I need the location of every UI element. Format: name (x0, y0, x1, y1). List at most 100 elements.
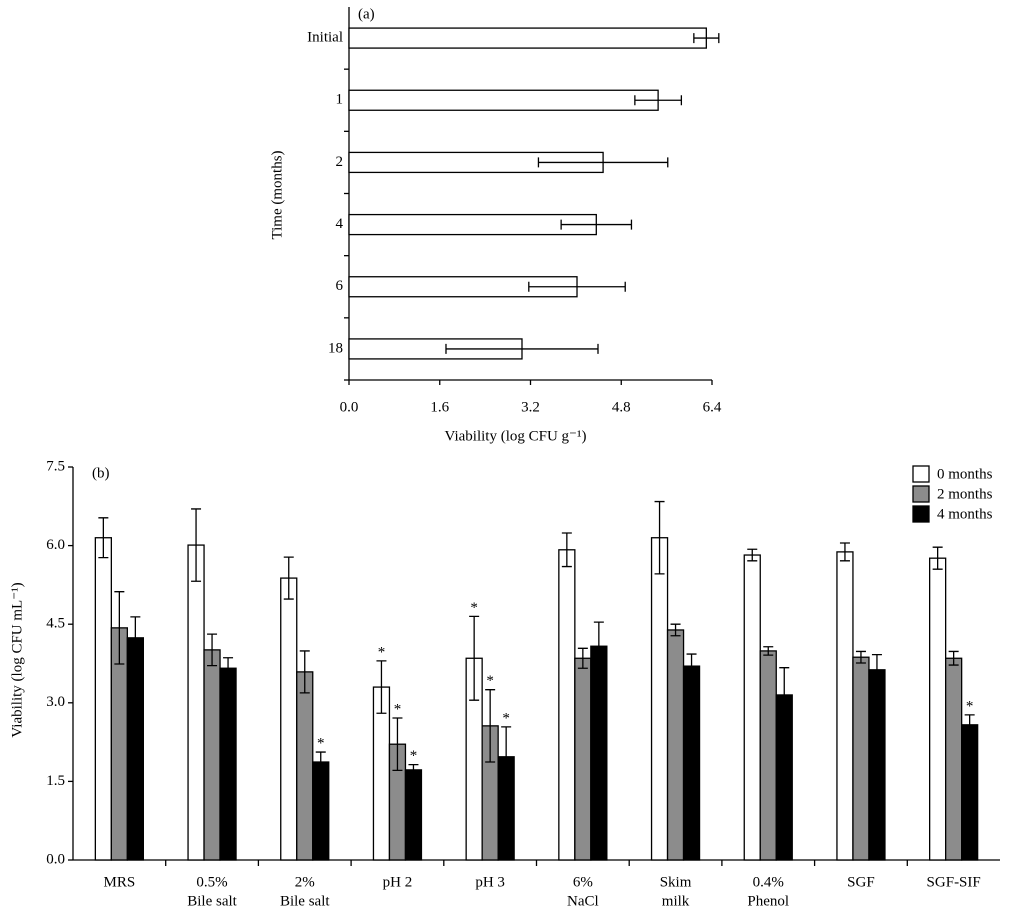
error-bar (98, 517, 109, 559)
error-bar (537, 157, 669, 168)
bar (682, 665, 701, 861)
error-bar (964, 714, 975, 736)
legend-label: 0 months (937, 466, 993, 482)
x-tick-label: SGF (847, 874, 875, 890)
x-tick-label: 0.5% (196, 874, 227, 890)
bar (743, 554, 761, 861)
y-tick-label: 7.5 (46, 458, 65, 474)
y-tick-label: 2 (336, 154, 344, 170)
error-bar (948, 650, 959, 666)
significance-mark: * (470, 600, 478, 616)
x-tick-label: SGF-SIF (927, 874, 981, 890)
x-tick-label: 1.6 (430, 399, 449, 415)
legend-swatch (912, 505, 930, 523)
x-tick-label: 0.0 (340, 399, 359, 415)
error-bar (445, 343, 599, 354)
x-tick-label: milk (662, 893, 690, 909)
error-bar (763, 646, 774, 656)
bar (868, 669, 886, 861)
error-bar (577, 647, 588, 669)
bar (961, 724, 979, 861)
error-bar (686, 653, 697, 679)
error-bar (561, 532, 572, 568)
x-axis-label: Viability (log CFU g⁻¹) (445, 428, 587, 444)
x-tick-label: pH 3 (475, 874, 505, 890)
error-bar (670, 623, 681, 637)
significance-mark: * (410, 748, 418, 764)
legend-swatch (912, 465, 930, 483)
y-axis-label: Time (months) (269, 150, 285, 239)
error-bar (593, 621, 604, 671)
bar (574, 657, 592, 861)
error-bar (839, 542, 850, 562)
y-tick-label: 4.5 (46, 616, 65, 632)
bar (348, 89, 659, 111)
error-bar (283, 556, 294, 600)
x-tick-label: 2% (295, 874, 315, 890)
bar (348, 27, 707, 49)
error-bar (485, 689, 496, 763)
error-bar (315, 751, 326, 773)
error-bar (207, 633, 218, 667)
x-tick-label: NaCl (567, 893, 599, 909)
x-tick-label: 6% (573, 874, 593, 890)
bar (348, 213, 597, 236)
significance-mark: * (394, 701, 402, 717)
error-bar (299, 650, 310, 694)
x-tick-label: Skim (660, 874, 692, 890)
y-tick-label: 6.0 (46, 537, 65, 553)
bar (126, 637, 144, 861)
error-bar (408, 763, 419, 776)
error-bar (747, 548, 758, 562)
bar (836, 551, 854, 861)
significance-mark: * (502, 710, 510, 726)
x-tick-label: MRS (104, 874, 136, 890)
significance-mark: * (317, 735, 325, 751)
x-tick-label: Bile salt (187, 893, 237, 909)
bar (558, 549, 576, 861)
error-bar (932, 546, 943, 570)
y-tick-label: 1 (336, 92, 344, 108)
bar (312, 761, 330, 861)
error-bar (871, 653, 882, 686)
bar (945, 657, 963, 861)
error-bar (654, 500, 665, 575)
bar (759, 650, 777, 861)
error-bar (528, 281, 626, 292)
bar (280, 577, 298, 861)
bar (929, 557, 947, 861)
bar (187, 544, 205, 861)
bar (852, 656, 870, 861)
bar (404, 769, 423, 861)
error-bar (376, 660, 387, 714)
significance-mark: * (378, 644, 386, 660)
error-bar (779, 667, 790, 723)
x-tick-label: 3.2 (521, 399, 540, 415)
y-tick-label: 1.5 (46, 773, 65, 789)
error-bar (392, 717, 403, 772)
error-bar (114, 591, 125, 665)
y-tick-label: 6 (336, 278, 344, 294)
x-tick-label: Bile salt (280, 893, 330, 909)
y-axis-label: Viability (log CFU mL⁻¹) (9, 582, 25, 737)
error-bar (560, 219, 633, 230)
bar (650, 537, 669, 861)
x-tick-label: 4.8 (612, 399, 631, 415)
bar (590, 645, 608, 861)
error-bar (855, 650, 866, 664)
error-bar (469, 615, 480, 701)
error-bar (223, 657, 234, 680)
y-tick-label: 3.0 (46, 694, 65, 710)
error-bar (191, 508, 202, 582)
legend-label: 4 months (937, 506, 993, 522)
error-bar (634, 95, 683, 106)
bar (219, 667, 237, 861)
error-bar (693, 33, 720, 44)
error-bar (501, 726, 512, 788)
chart-title: (a) (358, 6, 375, 22)
legend-swatch (912, 485, 930, 503)
significance-mark: * (486, 673, 494, 689)
y-tick-label: Initial (307, 30, 343, 46)
y-tick-label: 4 (336, 216, 344, 232)
